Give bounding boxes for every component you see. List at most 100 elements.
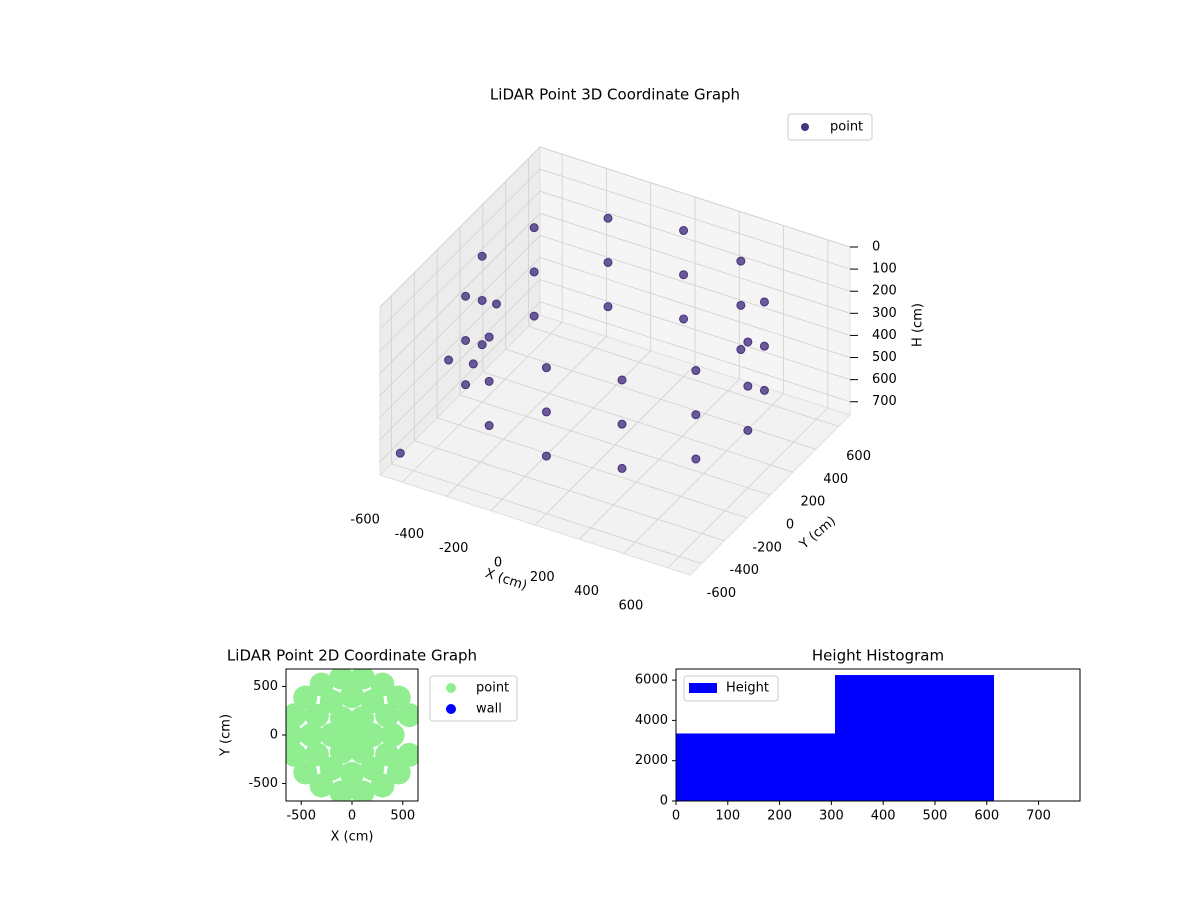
point (461, 335, 471, 345)
chart-title: LiDAR Point 2D Coordinate Graph (227, 647, 477, 665)
x-tick-label: 500 (390, 809, 415, 824)
point (743, 381, 753, 391)
point (370, 773, 395, 798)
point (293, 760, 318, 785)
point (477, 340, 487, 350)
point (340, 761, 364, 786)
point (375, 703, 400, 728)
y-tick-label: 6000 (635, 673, 668, 688)
x-tick-label: 500 (923, 809, 948, 824)
legend-box (683, 675, 779, 702)
grid-line (539, 235, 851, 336)
grid-line (437, 417, 748, 519)
point (286, 723, 304, 747)
point (484, 332, 494, 342)
grid-line (539, 168, 851, 270)
x-tick-label: 300 (819, 809, 844, 824)
point (736, 256, 746, 266)
x-tick-label: 0 (672, 809, 680, 824)
z-tick-label: 300 (872, 306, 897, 321)
z-tick-label: 200 (872, 284, 897, 299)
plot-area (286, 669, 418, 801)
axes-frame (675, 668, 1081, 802)
point (375, 742, 400, 767)
x-tick-label: 600 (618, 598, 643, 613)
point (309, 773, 334, 798)
grid-line (459, 394, 771, 496)
z-tick-label: 0 (872, 240, 880, 255)
point (380, 723, 405, 747)
grid-line (379, 257, 541, 418)
x-tick-label: 400 (574, 584, 599, 599)
point (603, 302, 613, 312)
z-tick-label: 700 (872, 394, 897, 409)
point (286, 703, 307, 728)
point (444, 355, 454, 365)
point (484, 421, 494, 431)
point (286, 742, 307, 767)
y-tick-label: 500 (253, 679, 278, 694)
point (691, 366, 701, 376)
point (461, 291, 471, 301)
grid-line (528, 326, 839, 427)
y-tick-label: -200 (752, 540, 782, 555)
point (386, 685, 411, 710)
point (529, 267, 539, 277)
bar (676, 733, 836, 801)
grid-line (539, 257, 851, 358)
y-axis-label: Y (cm) (219, 714, 234, 757)
point (743, 337, 753, 347)
x-axis-label: X (cm) (483, 566, 529, 594)
x-tick-label: 0 (348, 809, 356, 824)
point (329, 669, 354, 690)
grid-line (391, 463, 702, 564)
z-tick-label: 600 (872, 372, 897, 387)
chart-title: Height Histogram (812, 647, 944, 665)
point (340, 684, 364, 709)
y-tick-label: 0 (270, 728, 278, 743)
z-tick-label: 400 (872, 328, 897, 343)
point (484, 376, 494, 386)
legend-label: wall (476, 702, 502, 717)
point (477, 251, 487, 261)
point (299, 723, 324, 747)
point (736, 300, 746, 310)
point (679, 270, 689, 280)
x-tick-label: -400 (395, 527, 425, 542)
point (397, 703, 418, 728)
point (350, 780, 375, 801)
legend-box (787, 113, 873, 141)
y-tick-label: -400 (730, 563, 760, 578)
x-tick-label: 100 (715, 809, 740, 824)
grid-line (505, 348, 816, 450)
y-tick-label: 400 (823, 472, 848, 487)
grid-line (539, 279, 851, 381)
grid-line (379, 190, 541, 352)
point (679, 314, 689, 324)
grid-line (414, 440, 725, 542)
y-tick-label: 200 (800, 495, 825, 510)
legend-marker (446, 683, 456, 693)
point (304, 703, 329, 728)
point (304, 742, 329, 767)
grid-line (539, 146, 851, 248)
point (759, 385, 769, 395)
point (541, 363, 551, 373)
point (350, 669, 375, 690)
point (461, 380, 471, 390)
y-tick-label: 600 (846, 449, 871, 464)
point (309, 672, 334, 697)
grid-line (539, 212, 851, 314)
x-tick-label: 200 (530, 570, 555, 585)
grid-line (379, 235, 541, 396)
point (691, 454, 701, 464)
grid-line (379, 301, 541, 463)
legend-label: point (830, 120, 863, 135)
grid-line (539, 190, 851, 292)
legend-label: Height (726, 681, 769, 696)
y-tick-label: 2000 (635, 753, 668, 768)
point (492, 299, 501, 309)
point (617, 419, 627, 429)
bar (835, 675, 995, 801)
grid-line (379, 279, 541, 440)
